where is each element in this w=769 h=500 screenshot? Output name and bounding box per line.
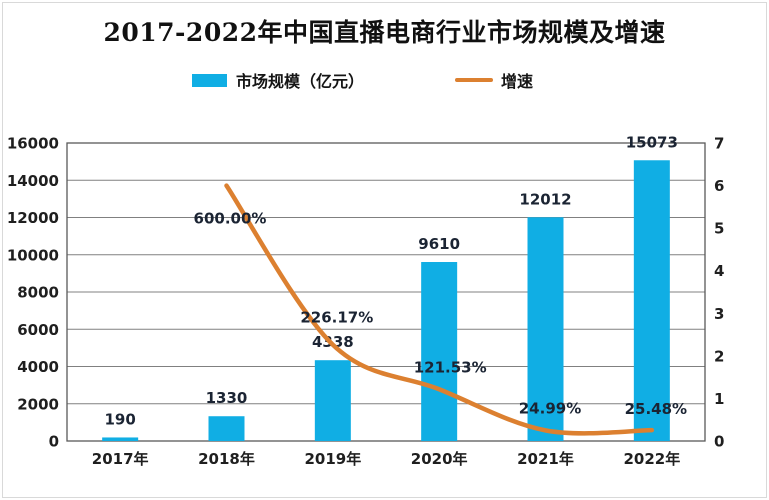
bar-2018年: [208, 416, 245, 441]
right-axis-tick: 5: [714, 220, 724, 238]
right-axis-tick: 6: [714, 177, 724, 195]
bar-value-label: 12012: [519, 190, 571, 208]
growth-value-label: 25.48%: [625, 400, 687, 418]
x-axis-label: 2021年: [517, 450, 574, 468]
bar-2020年: [421, 262, 458, 441]
left-axis-tick: 14000: [7, 172, 59, 190]
left-axis-tick: 0: [49, 433, 59, 451]
legend-line-swatch-icon: [455, 78, 493, 82]
legend-item-market-size: 市场规模（亿元）: [192, 69, 364, 91]
legend-item-growth: 增速: [455, 69, 533, 91]
legend-label-growth: 增速: [501, 72, 534, 91]
x-axis-label: 2017年: [92, 450, 149, 468]
right-axis-tick: 4: [714, 262, 724, 280]
x-axis-label: 2020年: [411, 450, 468, 468]
left-axis-tick: 16000: [7, 135, 59, 153]
left-axis-tick: 4000: [17, 358, 59, 376]
bar-value-label: 1330: [206, 389, 248, 407]
right-axis-tick: 7: [714, 135, 724, 153]
growth-value-label: 24.99%: [519, 399, 581, 417]
growth-value-label: 226.17%: [300, 309, 373, 327]
x-axis-label: 2018年: [198, 450, 255, 468]
right-axis-tick: 0: [714, 433, 724, 451]
right-axis-tick: 2: [714, 347, 724, 365]
x-axis-label: 2022年: [623, 450, 680, 468]
plot-border: [66, 142, 706, 442]
bar-2019年: [314, 360, 351, 441]
bar-value-label: 9610: [418, 235, 460, 253]
chart-title: 2017-2022年中国直播电商行业市场规模及增速: [103, 18, 666, 47]
bar-value-label: 190: [105, 410, 136, 428]
x-axis-label: 2019年: [304, 450, 361, 468]
growth-value-label: 121.53%: [414, 358, 487, 376]
bar-2017年: [102, 437, 139, 441]
growth-line: [224, 183, 655, 436]
left-axis-tick: 12000: [7, 209, 59, 227]
right-axis-tick: 1: [714, 390, 724, 408]
growth-value-label: 600.00%: [194, 210, 267, 228]
bar-value-label: 15073: [626, 133, 678, 151]
bar-2022年: [633, 160, 670, 441]
left-axis-tick: 8000: [17, 284, 59, 302]
left-axis-tick: 2000: [17, 395, 59, 413]
left-axis-tick: 10000: [7, 246, 59, 264]
bar-2021年: [527, 217, 564, 441]
left-axis-tick: 6000: [17, 321, 59, 339]
right-axis-tick: 3: [714, 305, 724, 323]
legend-label-market-size: 市场规模（亿元）: [236, 72, 365, 91]
legend-bar-swatch-icon: [192, 73, 227, 87]
